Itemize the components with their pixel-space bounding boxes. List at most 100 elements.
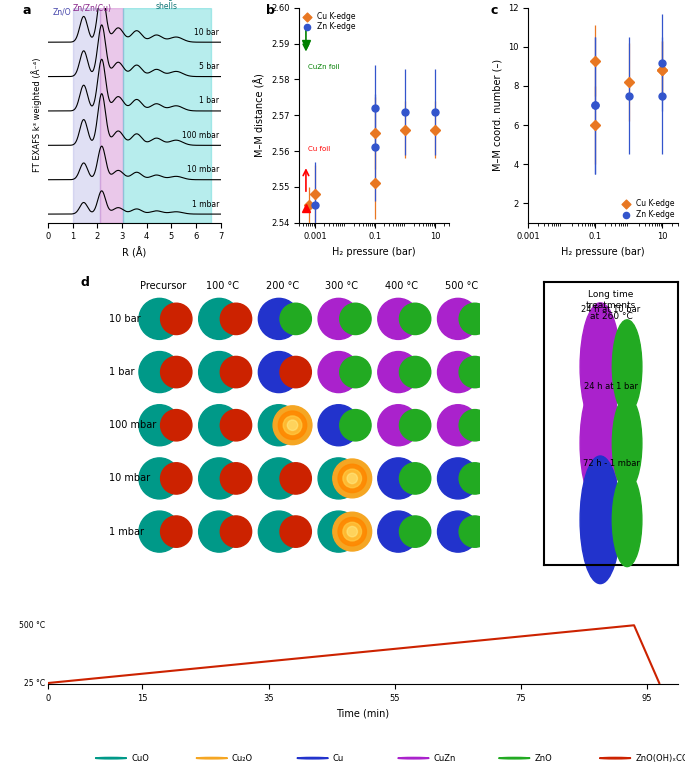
Circle shape [340,463,371,494]
Circle shape [438,405,479,446]
Circle shape [160,303,192,334]
Circle shape [160,409,192,441]
Circle shape [95,758,127,759]
Text: 100 °C: 100 °C [206,281,239,291]
Circle shape [459,356,490,387]
Circle shape [258,458,299,499]
Text: 10 bar: 10 bar [195,27,219,37]
Circle shape [399,463,431,494]
Circle shape [258,511,299,552]
Circle shape [343,522,362,541]
Text: 100 mbar: 100 mbar [182,130,219,140]
Text: CuZn: CuZn [434,754,456,763]
Circle shape [199,351,240,393]
Text: 10 bar: 10 bar [109,314,140,324]
Circle shape [599,758,631,759]
Circle shape [340,303,371,334]
Circle shape [318,298,359,340]
Text: 500 °C: 500 °C [18,621,45,629]
Text: 72 h - 1 mbar: 72 h - 1 mbar [582,458,639,468]
Text: 1 bar: 1 bar [109,367,134,377]
Ellipse shape [580,380,621,507]
Circle shape [338,464,366,493]
Text: 10 mbar: 10 mbar [109,473,150,483]
Circle shape [199,458,240,499]
Legend: Cu K-edge, Zn K-edge: Cu K-edge, Zn K-edge [303,12,356,31]
Circle shape [160,356,192,387]
Text: 300 °C: 300 °C [325,281,358,291]
X-axis label: R (Å): R (Å) [122,247,147,259]
Text: CuZn foil: CuZn foil [308,64,340,70]
Circle shape [280,463,312,494]
Y-axis label: FT EXAFS k³ weighted (Å⁻⁴): FT EXAFS k³ weighted (Å⁻⁴) [32,58,42,173]
Ellipse shape [612,473,642,566]
Text: Fcc higher
shells: Fcc higher shells [147,0,186,11]
Text: d: d [80,276,89,289]
Text: 1 mbar: 1 mbar [109,526,144,537]
Text: 100 mbar: 100 mbar [109,420,156,430]
Text: CuO: CuO [131,754,149,763]
Circle shape [221,516,251,547]
Bar [123,8,211,223]
Ellipse shape [580,303,621,430]
Circle shape [333,512,372,551]
Circle shape [338,518,366,546]
X-axis label: Time (min): Time (min) [336,708,390,719]
Circle shape [438,351,479,393]
Text: 24 h at 10 bar: 24 h at 10 bar [582,305,640,315]
Text: ZnO(OH)ₓCO₃: ZnO(OH)ₓCO₃ [635,754,685,763]
Circle shape [378,405,419,446]
Text: 25 °C: 25 °C [24,679,45,687]
Circle shape [399,303,431,334]
Circle shape [160,516,192,547]
Circle shape [340,356,371,387]
Circle shape [221,356,251,387]
Circle shape [459,409,490,441]
Circle shape [399,409,431,441]
Circle shape [318,511,359,552]
Circle shape [438,298,479,340]
Text: 500 °C: 500 °C [445,281,478,291]
Circle shape [280,303,312,334]
Ellipse shape [580,456,621,583]
Circle shape [333,459,372,497]
Text: c: c [490,3,498,16]
Text: 1 bar: 1 bar [199,96,219,105]
Circle shape [378,298,419,340]
Circle shape [258,298,299,340]
X-axis label: H₂ pressure (bar): H₂ pressure (bar) [561,247,645,257]
Text: ZnO: ZnO [534,754,552,763]
Circle shape [139,351,180,393]
Circle shape [139,298,180,340]
Text: 10 mbar: 10 mbar [187,165,219,174]
Text: 24 h at 1 bar: 24 h at 1 bar [584,382,638,391]
Circle shape [398,758,429,759]
Circle shape [221,409,251,441]
Text: a: a [22,3,31,16]
Circle shape [347,473,358,483]
Text: Zn/Zn(Cu): Zn/Zn(Cu) [73,4,112,12]
Text: 400 °C: 400 °C [385,281,418,291]
Circle shape [258,405,299,446]
Circle shape [499,758,530,759]
Text: Cu: Cu [333,754,344,763]
Circle shape [343,469,362,488]
Bar [73,8,100,223]
Text: Precursor: Precursor [140,281,186,291]
Circle shape [160,463,192,494]
Text: Long time
treatments
at 260 °C: Long time treatments at 260 °C [586,290,636,321]
Circle shape [280,356,312,387]
Circle shape [287,420,298,430]
Text: Cu foil: Cu foil [308,146,331,152]
Circle shape [378,351,419,393]
Circle shape [347,526,358,537]
Text: 1 mbar: 1 mbar [192,200,219,209]
Circle shape [399,356,431,387]
Circle shape [378,458,419,499]
Bar [100,8,123,223]
Circle shape [459,303,490,334]
Text: Cu₂O: Cu₂O [232,754,253,763]
Circle shape [139,458,180,499]
Circle shape [139,405,180,446]
Circle shape [438,458,479,499]
